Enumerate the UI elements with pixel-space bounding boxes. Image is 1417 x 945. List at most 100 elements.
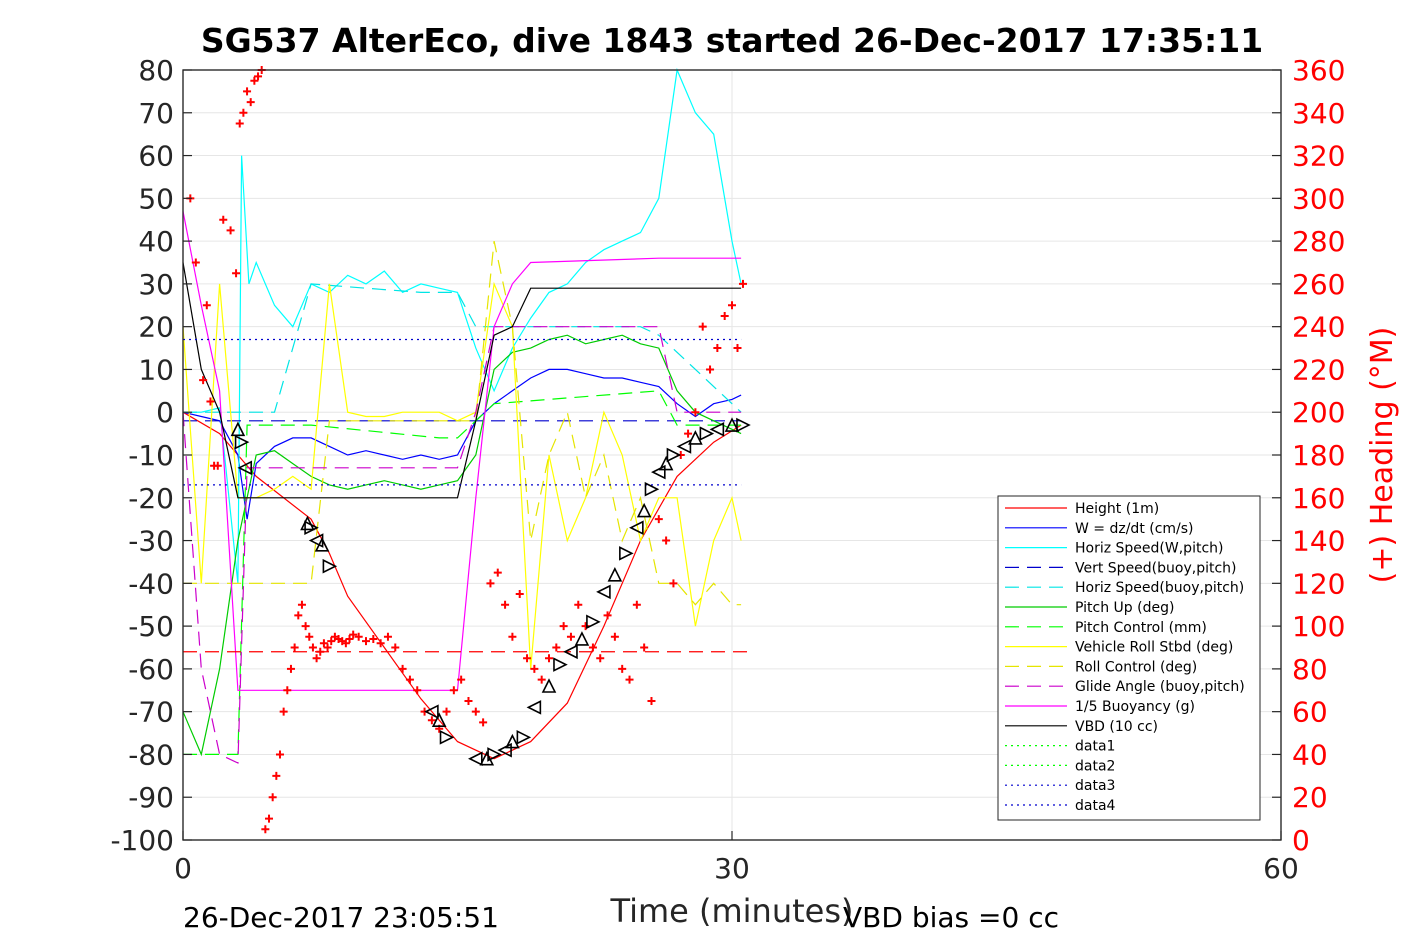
triangle-marker [651, 464, 666, 480]
heading-point [319, 639, 328, 648]
triangle-marker [314, 537, 330, 552]
heading-point [413, 686, 422, 695]
heading-point [486, 579, 495, 588]
triangle-marker [636, 502, 652, 518]
y-right-tick-label: 220 [1292, 353, 1345, 386]
y-tick-label: 30 [138, 268, 174, 301]
legend-entry: W = dz/dt (cm/s) [1075, 521, 1194, 537]
heading-point [523, 654, 532, 663]
y-tick-label: 80 [138, 54, 174, 87]
y-right-tick-label: 120 [1292, 567, 1345, 600]
heading-point [738, 279, 747, 288]
heading-point [684, 429, 693, 438]
triangle-marker [505, 733, 520, 749]
triangle-marker [607, 566, 623, 582]
series-line-pitch-control-mm- [183, 390, 742, 756]
heading-point [308, 643, 317, 652]
chart-title: SG537 AlterEco, dive 1843 started 26-Dec… [201, 21, 1263, 60]
triangle-marker [629, 520, 644, 536]
heading-point [261, 825, 270, 834]
heading-point [286, 664, 295, 673]
triangle-marker [666, 447, 682, 463]
heading-point [243, 87, 252, 96]
heading-point [294, 611, 303, 620]
heading-point [354, 632, 363, 641]
heading-point [297, 600, 306, 609]
triangle-marker [304, 520, 319, 536]
y-tick-label: -20 [128, 482, 174, 515]
heading-point [537, 675, 546, 684]
y-tick-label: -70 [128, 696, 174, 729]
heading-point [588, 643, 597, 652]
legend-entry: Horiz Speed(W,pitch) [1075, 541, 1223, 557]
triangle-marker [468, 751, 483, 767]
heading-point [279, 707, 288, 716]
heading-point [625, 675, 634, 684]
y-right-tick-label: 320 [1292, 140, 1345, 173]
heading-point [427, 716, 436, 725]
heading-point [530, 664, 539, 673]
y-right-tick-label: 340 [1292, 97, 1345, 130]
heading-point [369, 634, 378, 643]
triangle-marker [237, 460, 253, 476]
triangle-marker [322, 558, 338, 574]
legend-entry: Pitch Control (mm) [1075, 620, 1207, 636]
heading-point [349, 630, 358, 639]
series-line-vbd-10-cc- [182, 262, 742, 499]
y-right-tick-label: 100 [1292, 610, 1345, 643]
heading-point [312, 654, 321, 663]
heading-point [226, 226, 235, 235]
y-tick-label: 10 [138, 353, 174, 386]
heading-point [254, 72, 263, 81]
heading-point [239, 108, 248, 117]
heading-point [610, 632, 619, 641]
heading-point [479, 718, 488, 727]
triangle-marker [709, 422, 725, 437]
heading-point [618, 664, 627, 673]
series-line-pitch-up-deg- [182, 334, 742, 757]
triangle-marker [736, 417, 751, 433]
heading-points [186, 66, 747, 834]
footer-vbd-bias: VBD bias =0 cc [843, 901, 1059, 934]
heading-point [464, 696, 473, 705]
y-right-tick-label: 80 [1292, 653, 1328, 686]
y-right-tick-label: 360 [1292, 54, 1345, 87]
triangle-marker [431, 712, 447, 728]
heading-point [632, 600, 641, 609]
heading-point [647, 696, 656, 705]
heading-point [301, 622, 310, 631]
y-right-tick-label: 0 [1292, 824, 1310, 857]
heading-point [362, 637, 370, 646]
legend-entry: Height (1m) [1075, 501, 1159, 517]
heading-point [199, 376, 208, 385]
heading-point [235, 119, 244, 128]
heading-point [383, 632, 392, 641]
x-tick-label: 0 [174, 852, 192, 885]
heading-point [442, 707, 451, 716]
legend-entry: Vert Speed(buoy,pitch) [1075, 560, 1237, 576]
y-tick-label: -100 [110, 824, 174, 857]
heading-point [341, 639, 350, 648]
triangle-marker [699, 426, 715, 441]
series-line-horiz-speed-buoy-pitch- [183, 283, 742, 413]
series-line-roll-control-deg- [183, 240, 742, 606]
right-y-axis-label: (+) Heading (°M) [1365, 327, 1400, 584]
heading-point [275, 750, 284, 759]
triangle-marker [619, 546, 634, 561]
y-tick-label: 70 [138, 97, 174, 130]
triangle-marker [516, 730, 532, 745]
heading-point [398, 664, 407, 673]
right-y-axis: 3603403203002802602402202001801601401201… [1272, 54, 1345, 857]
y-tick-label: -80 [128, 738, 174, 771]
x-axis-label: Time (minutes) [610, 892, 854, 930]
triangle-marker [644, 481, 660, 497]
heading-point [566, 632, 575, 641]
heading-point [219, 215, 228, 224]
heading-point [290, 643, 299, 652]
legend: Height (1m) W = dz/dt (cm/s) Horiz Speed(W… [997, 495, 1261, 821]
y-tick-label: -60 [128, 653, 174, 686]
x-axis: 0 30 60 [174, 831, 1299, 885]
heading-point [552, 643, 561, 652]
y-right-tick-label: 140 [1292, 525, 1345, 558]
